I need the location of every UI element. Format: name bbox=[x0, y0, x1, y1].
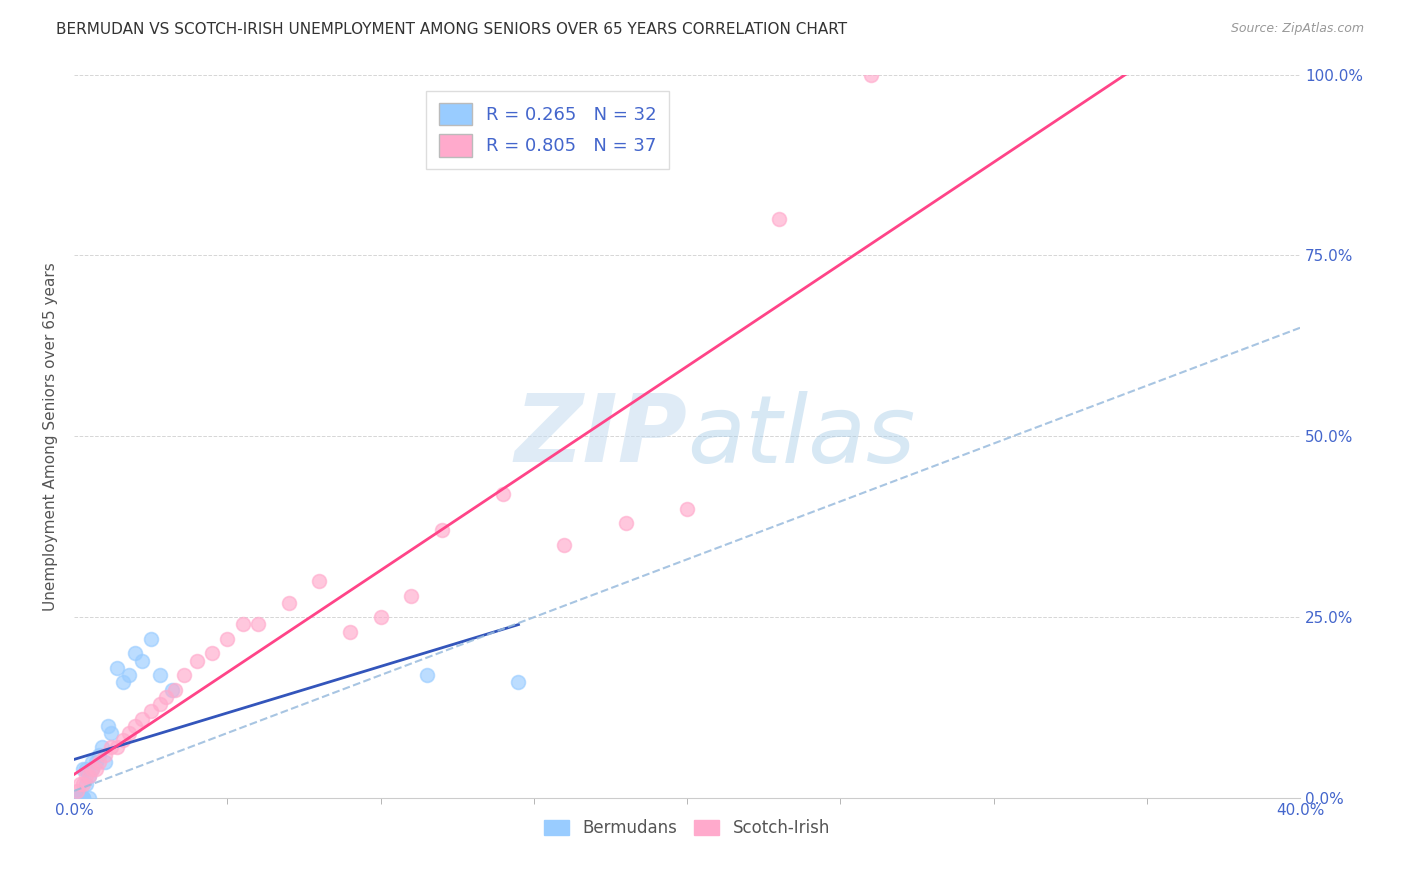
Point bbox=[66, 784, 89, 798]
Point bbox=[246, 617, 269, 632]
Point bbox=[339, 624, 361, 639]
Point bbox=[72, 791, 94, 805]
Point bbox=[66, 791, 89, 805]
Point bbox=[100, 726, 122, 740]
Point bbox=[155, 690, 177, 704]
Point bbox=[79, 769, 101, 783]
Point bbox=[87, 747, 110, 762]
Point bbox=[105, 740, 128, 755]
Point bbox=[69, 791, 91, 805]
Point bbox=[79, 791, 101, 805]
Point bbox=[399, 589, 422, 603]
Text: BERMUDAN VS SCOTCH-IRISH UNEMPLOYMENT AMONG SENIORS OVER 65 YEARS CORRELATION CH: BERMUDAN VS SCOTCH-IRISH UNEMPLOYMENT AM… bbox=[56, 22, 848, 37]
Point bbox=[160, 682, 183, 697]
Text: ZIP: ZIP bbox=[515, 391, 688, 483]
Point bbox=[112, 733, 135, 747]
Point bbox=[149, 697, 172, 711]
Point bbox=[69, 791, 91, 805]
Point bbox=[131, 712, 153, 726]
Y-axis label: Unemployment Among Seniors over 65 years: Unemployment Among Seniors over 65 years bbox=[44, 262, 58, 611]
Point bbox=[232, 617, 254, 632]
Point bbox=[87, 755, 110, 769]
Text: atlas: atlas bbox=[688, 391, 915, 482]
Point bbox=[553, 538, 575, 552]
Point bbox=[124, 719, 146, 733]
Point bbox=[105, 661, 128, 675]
Point bbox=[149, 668, 172, 682]
Point bbox=[508, 675, 530, 690]
Point bbox=[173, 668, 195, 682]
Point bbox=[308, 574, 330, 588]
Point bbox=[277, 596, 299, 610]
Point bbox=[75, 777, 97, 791]
Point bbox=[90, 740, 112, 755]
Legend: Bermudans, Scotch-Irish: Bermudans, Scotch-Irish bbox=[537, 813, 837, 844]
Point bbox=[82, 762, 104, 776]
Point bbox=[97, 719, 120, 733]
Point bbox=[186, 654, 208, 668]
Point bbox=[75, 769, 97, 783]
Point bbox=[118, 726, 141, 740]
Point bbox=[82, 755, 104, 769]
Point bbox=[72, 791, 94, 805]
Point bbox=[139, 632, 162, 646]
Point bbox=[84, 762, 107, 776]
Point bbox=[139, 704, 162, 718]
Point bbox=[72, 777, 94, 791]
Point bbox=[492, 487, 515, 501]
Point bbox=[430, 524, 453, 538]
Point bbox=[82, 762, 104, 776]
Point bbox=[66, 791, 89, 805]
Point bbox=[415, 668, 437, 682]
Point bbox=[93, 747, 115, 762]
Point bbox=[614, 516, 637, 531]
Point bbox=[72, 762, 94, 776]
Point bbox=[124, 647, 146, 661]
Point bbox=[118, 668, 141, 682]
Point bbox=[66, 791, 89, 805]
Point bbox=[768, 212, 790, 227]
Point bbox=[201, 647, 224, 661]
Point bbox=[72, 791, 94, 805]
Point bbox=[84, 755, 107, 769]
Point bbox=[217, 632, 239, 646]
Point bbox=[79, 769, 101, 783]
Point bbox=[69, 777, 91, 791]
Point bbox=[100, 740, 122, 755]
Point bbox=[131, 654, 153, 668]
Point bbox=[69, 791, 91, 805]
Point bbox=[75, 762, 97, 776]
Text: Source: ZipAtlas.com: Source: ZipAtlas.com bbox=[1230, 22, 1364, 36]
Point bbox=[112, 675, 135, 690]
Point bbox=[370, 610, 392, 624]
Point bbox=[676, 501, 699, 516]
Point bbox=[165, 682, 187, 697]
Point bbox=[93, 755, 115, 769]
Point bbox=[859, 68, 882, 82]
